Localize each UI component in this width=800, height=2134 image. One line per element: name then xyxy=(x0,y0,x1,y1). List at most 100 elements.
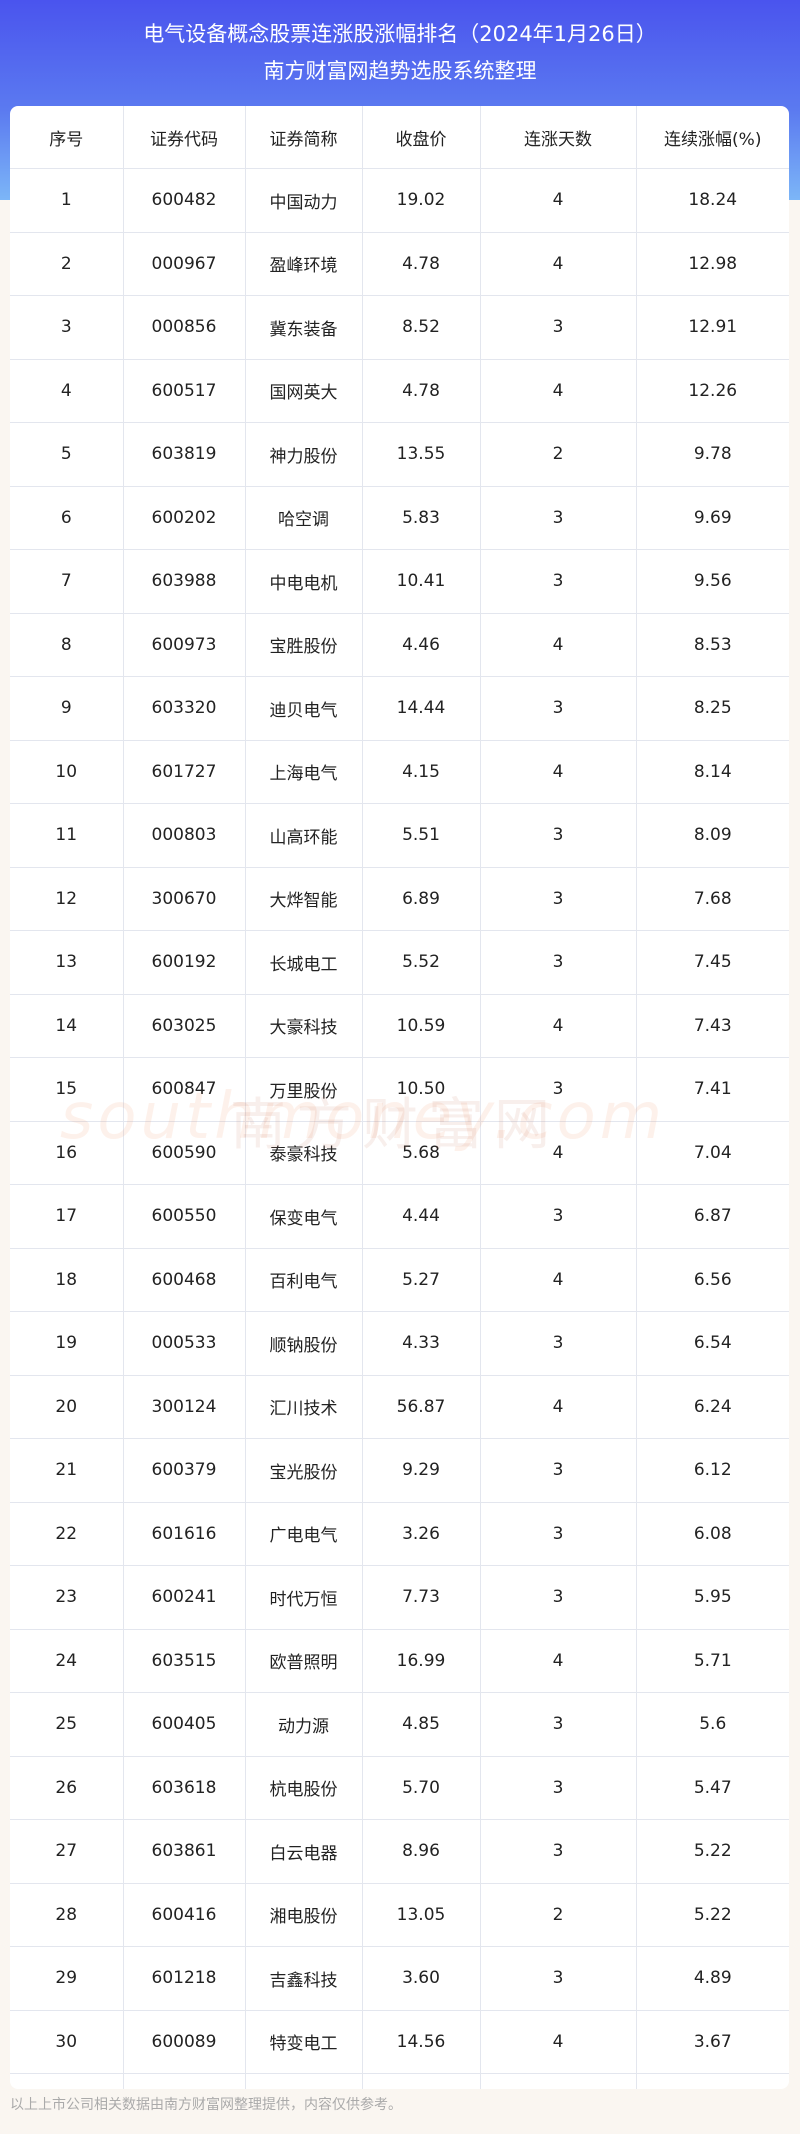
table-row: 27 603861 白云电器 8.96 3 5.22 xyxy=(10,1819,789,1884)
table-cell: 5.70 xyxy=(362,1756,481,1820)
table-cell: 9.78 xyxy=(636,422,789,487)
table-row: 8 600973 宝胜股份 4.46 4 8.53 xyxy=(10,613,789,677)
table-cell: 000533 xyxy=(123,1311,246,1376)
table-row: 10 601727 上海电气 4.15 4 8.14 xyxy=(10,740,789,804)
table-row: 26 603618 杭电股份 5.70 3 5.47 xyxy=(10,1756,789,1820)
table-cell: 3.60 xyxy=(362,1946,481,2011)
table-cell: 5.51 xyxy=(362,803,481,868)
column-header: 序号 xyxy=(10,106,124,169)
table-cell: 600550 xyxy=(123,1184,246,1249)
table-cell: 4 xyxy=(480,2010,637,2074)
table-cell: 欧普照明 xyxy=(245,1629,363,1693)
table-cell: 603320 xyxy=(123,676,246,741)
table-cell: 7.68 xyxy=(636,867,789,931)
table-cell: 长城电工 xyxy=(245,930,363,995)
table-cell: 600517 xyxy=(123,359,246,423)
table-cell: 3 xyxy=(480,676,637,741)
table-cell: 4 xyxy=(480,1375,637,1439)
table-cell: 600192 xyxy=(123,930,246,995)
table-cell: 3 xyxy=(480,549,637,614)
table-cell: 5.57 xyxy=(362,2073,481,2089)
table-cell: 6.89 xyxy=(362,867,481,931)
table-cell: 4 xyxy=(480,1121,637,1185)
table-cell: 5.83 xyxy=(362,486,481,550)
table-row: 18 600468 百利电气 5.27 4 6.56 xyxy=(10,1248,789,1312)
table-cell: 3 xyxy=(480,1756,637,1820)
table-cell: 4 xyxy=(480,740,637,804)
table-cell: 4 xyxy=(480,1248,637,1312)
table-cell: 4.89 xyxy=(636,1946,789,2011)
table-cell: 27 xyxy=(10,1819,124,1884)
table-cell: 600241 xyxy=(123,1565,246,1630)
table-cell: 5 xyxy=(10,422,124,487)
table-cell: 9.56 xyxy=(636,549,789,614)
table-cell: 19.02 xyxy=(362,168,481,233)
table-cell: 11 xyxy=(10,803,124,868)
page-subtitle: 南方财富网趋势选股系统整理 xyxy=(263,59,537,83)
table-cell: 万里股份 xyxy=(245,1057,363,1122)
column-header: 连涨天数 xyxy=(480,106,637,169)
table-cell: 28 xyxy=(10,1883,124,1947)
table-cell: 600468 xyxy=(123,1248,246,1312)
table-cell: 17 xyxy=(10,1184,124,1249)
table-cell: 百利电气 xyxy=(245,1248,363,1312)
table-row: 16 600590 泰豪科技 5.68 4 7.04 xyxy=(10,1121,789,1185)
table-cell: 603618 xyxy=(123,1756,246,1820)
table-cell: 13.05 xyxy=(362,1883,481,1947)
table-row: 24 603515 欧普照明 16.99 4 5.71 xyxy=(10,1629,789,1693)
table-cell: 8.53 xyxy=(636,613,789,677)
table-cell: 3 xyxy=(480,930,637,995)
table-row: 23 600241 时代万恒 7.73 3 5.95 xyxy=(10,1565,789,1630)
table-cell: 15 xyxy=(10,1057,124,1122)
table-row: 7 603988 中电电机 10.41 3 9.56 xyxy=(10,549,789,614)
table-cell: 6.54 xyxy=(636,1311,789,1376)
table-cell: 600416 xyxy=(123,1883,246,1947)
table-cell: 3 xyxy=(480,1184,637,1249)
table-cell: 7.41 xyxy=(636,1057,789,1122)
table-cell: 2 xyxy=(10,232,124,296)
table-cell: 22 xyxy=(10,1502,124,1566)
table-cell: 中国动力 xyxy=(245,168,363,233)
table-cell: 吉鑫科技 xyxy=(245,1946,363,2011)
table-cell: 600973 xyxy=(123,613,246,677)
table-cell: 4.78 xyxy=(362,359,481,423)
table-cell: 4.85 xyxy=(362,1692,481,1757)
table-cell: 中电电机 xyxy=(245,549,363,614)
table-cell: 5.27 xyxy=(362,1248,481,1312)
table-cell: 7.43 xyxy=(636,994,789,1058)
table-cell: 盈峰环境 xyxy=(245,232,363,296)
table-cell: 3 xyxy=(480,803,637,868)
table-cell: 1 xyxy=(10,168,124,233)
table-cell: 10.41 xyxy=(362,549,481,614)
ranking-table: 序号 证券代码 证券简称 收盘价 连涨天数 连续涨幅(%) 1 600482 中国动力 19.0… xyxy=(10,106,789,2089)
table-cell: 12.26 xyxy=(636,359,789,423)
table-cell: 5.47 xyxy=(636,1756,789,1820)
table-cell: 24 xyxy=(10,1629,124,1693)
table-cell: 8.14 xyxy=(636,740,789,804)
table-cell: 4.44 xyxy=(362,1184,481,1249)
table-cell: 3 xyxy=(480,1438,637,1503)
table-cell: 3 xyxy=(480,1311,637,1376)
table-cell: 2.75 xyxy=(636,2073,789,2089)
table-row: 11 000803 山高环能 5.51 3 8.09 xyxy=(10,803,789,868)
table-cell: 7.73 xyxy=(362,1565,481,1630)
table-cell: 4.78 xyxy=(362,232,481,296)
table-cell: 9 xyxy=(10,676,124,741)
table-cell: 8.25 xyxy=(636,676,789,741)
table-cell: 6.24 xyxy=(636,1375,789,1439)
column-header: 收盘价 xyxy=(362,106,481,169)
table-cell: 300670 xyxy=(123,867,246,931)
table-row: 29 601218 吉鑫科技 3.60 3 4.89 xyxy=(10,1946,789,2011)
table-cell: 603988 xyxy=(123,549,246,614)
table-cell: 600847 xyxy=(123,1057,246,1122)
table-cell: 16.99 xyxy=(362,1629,481,1693)
table-cell: 601616 xyxy=(123,1502,246,1566)
table-cell: 4 xyxy=(480,168,637,233)
table-row: 2 000967 盈峰环境 4.78 4 12.98 xyxy=(10,232,789,296)
table-cell: 5.71 xyxy=(636,1629,789,1693)
table-cell: 汇川技术 xyxy=(245,1375,363,1439)
table-cell: 6.08 xyxy=(636,1502,789,1566)
table-cell: 大烨智能 xyxy=(245,867,363,931)
table-cell: 5.6 xyxy=(636,1692,789,1757)
table-cell: 000856 xyxy=(123,295,246,360)
